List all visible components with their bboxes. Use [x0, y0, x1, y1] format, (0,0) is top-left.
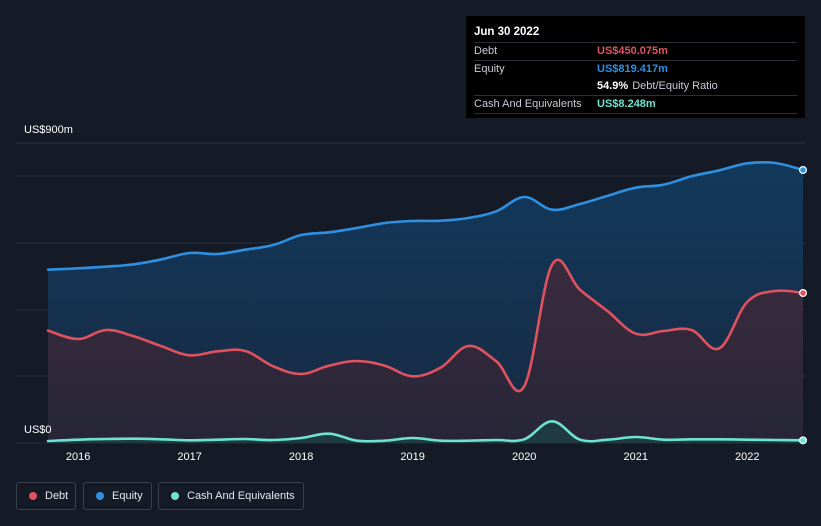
debt-line — [46, 258, 805, 393]
tooltip-debt-value: US$450.075m — [597, 45, 668, 57]
cash-and-equivalents-end-marker — [798, 436, 807, 445]
legend-equity-dot-icon — [96, 492, 104, 500]
debt-area — [48, 259, 803, 443]
tooltip-row-debt: Debt US$450.075m — [474, 43, 797, 61]
x-tick-label: 2016 — [66, 451, 90, 463]
legend-debt-dot-icon — [29, 492, 37, 500]
cash-and-equivalents-line — [46, 420, 805, 443]
equity-line — [46, 160, 805, 271]
tooltip-row-cash: Cash And Equivalents US$8.248m — [474, 96, 797, 114]
legend-item-debt[interactable]: Debt — [16, 482, 76, 510]
equity-end-marker — [798, 166, 807, 175]
tooltip-row-equity: Equity US$819.417m — [474, 61, 797, 78]
x-tick-label: 2020 — [512, 451, 536, 463]
x-tick-label: 2018 — [289, 451, 313, 463]
tooltip-row-ratio: 54.9% Debt/Equity Ratio — [474, 78, 797, 96]
tooltip-ratio-value: 54.9% — [597, 80, 629, 92]
tooltip-debt-label: Debt — [474, 45, 498, 57]
tooltip-date: Jun 30 2022 — [474, 22, 797, 43]
x-tick-label: 2017 — [177, 451, 201, 463]
legend-debt-label: Debt — [45, 490, 69, 502]
x-tick-label: 2021 — [623, 451, 647, 463]
legend-cash-label: Cash And Equivalents — [187, 490, 295, 502]
tooltip-equity-value: US$819.417m — [597, 63, 668, 75]
cash-and-equivalents-area — [48, 421, 803, 443]
legend-equity-label: Equity — [112, 490, 143, 502]
legend-item-equity[interactable]: Equity — [83, 482, 152, 510]
x-tick-label: 2019 — [400, 451, 424, 463]
tooltip-ratio-label: Debt/Equity Ratio — [632, 80, 718, 92]
tooltip-cash-label: Cash And Equivalents — [474, 98, 582, 110]
debt-end-marker — [798, 289, 807, 298]
y-axis-top-label: US$900m — [24, 124, 73, 136]
tooltip-panel: Jun 30 2022 Debt US$450.075m Equity US$8… — [466, 16, 805, 118]
y-axis-bottom-label: US$0 — [24, 424, 52, 436]
x-tick-label: 2022 — [735, 451, 759, 463]
legend-item-cash[interactable]: Cash And Equivalents — [158, 482, 304, 510]
legend-cash-dot-icon — [171, 492, 179, 500]
tooltip-cash-value: US$8.248m — [597, 98, 656, 110]
tooltip-equity-label: Equity — [474, 63, 505, 75]
